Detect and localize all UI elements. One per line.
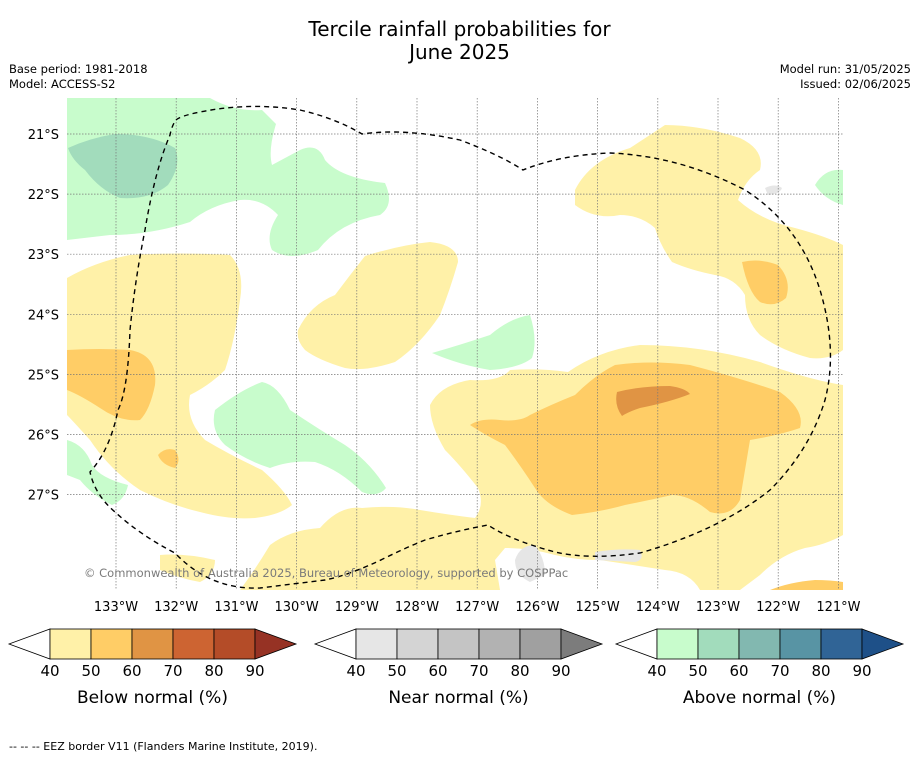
legend-swatch: [738, 628, 781, 660]
lat-label: 22°S: [28, 188, 59, 203]
legend-tick: 50: [81, 662, 100, 680]
legend-tick: 80: [204, 662, 223, 680]
lat-label: 24°S: [28, 308, 59, 323]
legend-tick: 60: [428, 662, 447, 680]
map-area: [67, 98, 843, 590]
lon-label: 133°W: [94, 600, 138, 615]
eez-footnote: -- -- -- EEZ border V11 (Flanders Marine…: [9, 740, 318, 753]
longitude-labels: 133°W 132°W 131°W 130°W 129°W 128°W 127°W 126°W…: [94, 600, 861, 615]
title-line-1: Tercile rainfall probabilities for: [308, 17, 611, 41]
legend-tick: 70: [770, 662, 789, 680]
legend-tick: 90: [245, 662, 264, 680]
legend-swatch: [779, 628, 822, 660]
below-normal-50-region-dot: [158, 449, 179, 468]
legend-label: Below normal (%): [77, 688, 228, 708]
lon-label: 127°W: [455, 600, 499, 615]
model-name: Model: ACCESS-S2: [9, 77, 116, 91]
base-period: Base period: 1981-2018: [9, 62, 148, 76]
legend-0: 40 50 60 70 80 90 Below normal (%): [7, 628, 298, 708]
below-normal-50-region-east: [742, 260, 788, 305]
legend-swatch: [820, 628, 863, 660]
legend-extend-left: [7, 628, 51, 660]
above-normal-region-50-nw: [68, 134, 178, 199]
map-figure: © Commonwealth of Australia 2025, Bureau…: [7, 98, 905, 708]
legend-tick: 80: [510, 662, 529, 680]
copyright-text: © Commonwealth of Australia 2025, Bureau…: [84, 566, 568, 580]
lon-label: 130°W: [275, 600, 319, 615]
lat-label: 26°S: [28, 429, 59, 444]
legend-tick: 60: [122, 662, 141, 680]
legend-swatch: [355, 628, 398, 660]
below-normal-50-region-west: [67, 349, 156, 421]
legend-swatch: [49, 628, 92, 660]
legend-label: Near normal (%): [388, 688, 528, 708]
below-normal-region-west: [67, 253, 292, 519]
legend-tick: 60: [729, 662, 748, 680]
legend-swatch: [90, 628, 133, 660]
legend-tick: 70: [469, 662, 488, 680]
below-normal-region-se-edge: [770, 580, 843, 590]
above-normal-region-sw: [67, 440, 128, 505]
legend-tick: 90: [852, 662, 871, 680]
gridlines: [67, 98, 843, 590]
legend-1: 40 50 60 70 80 90 Near normal (%): [313, 628, 604, 708]
legend-tick: 40: [346, 662, 365, 680]
legend-extend-right: [560, 628, 604, 660]
lon-label: 122°W: [756, 600, 800, 615]
lon-label: 125°W: [576, 600, 620, 615]
lon-label: 128°W: [395, 600, 439, 615]
legend-swatch: [478, 628, 521, 660]
legend-swatch: [697, 628, 740, 660]
map-title: Tercile rainfall probabilities for June …: [0, 18, 919, 64]
legend-tick: 40: [40, 662, 59, 680]
legend-extend-left: [313, 628, 357, 660]
lon-label: 129°W: [335, 600, 379, 615]
lon-label: 131°W: [214, 600, 258, 615]
legend-tick: 80: [811, 662, 830, 680]
legend-tick: 90: [551, 662, 570, 680]
legend-extend-left: [614, 628, 658, 660]
above-normal-region-west: [213, 382, 386, 495]
legend-tick: 50: [387, 662, 406, 680]
legend-extend-right: [861, 628, 905, 660]
lat-label: 21°S: [28, 128, 59, 143]
meta-right: Model run: 31/05/2025 Issued: 02/06/2025: [780, 62, 911, 92]
above-normal-region-center: [432, 315, 535, 370]
legend-2: 40 50 60 70 80 90 Above normal (%): [614, 628, 905, 708]
legend-swatch: [656, 628, 699, 660]
lon-label: 132°W: [154, 600, 198, 615]
legend-swatch: [437, 628, 480, 660]
below-normal-60-region: [616, 386, 690, 416]
lat-label: 27°S: [28, 489, 59, 504]
legend-tick: 40: [647, 662, 666, 680]
legend-swatch: [213, 628, 256, 660]
legend-tick: 50: [688, 662, 707, 680]
lat-label: 23°S: [28, 248, 59, 263]
latitude-labels: 21°S 22°S 23°S 24°S 25°S 26°S 27°S: [28, 128, 59, 504]
legend-swatch: [519, 628, 562, 660]
colorbar-legends: 40 50 60 70 80 90 Below normal (%) 40 50 60 70 80 90…: [7, 628, 905, 708]
near-normal-region-ne: [765, 185, 782, 195]
lon-label: 123°W: [696, 600, 740, 615]
legend-swatch: [172, 628, 215, 660]
legend-swatch: [131, 628, 174, 660]
lon-label: 126°W: [515, 600, 559, 615]
lat-label: 25°S: [28, 368, 59, 383]
title-line-2: June 2025: [409, 40, 510, 64]
legend-label: Above normal (%): [683, 688, 836, 708]
above-normal-region-ne: [815, 169, 843, 205]
below-normal-region-sw-edge: [160, 554, 215, 582]
lon-label: 124°W: [636, 600, 680, 615]
issued-date: Issued: 02/06/2025: [800, 77, 911, 91]
lon-label: 121°W: [816, 600, 860, 615]
legend-extend-right: [254, 628, 298, 660]
near-normal-region-south-2: [595, 549, 642, 562]
legend-tick: 70: [163, 662, 182, 680]
below-normal-region-center: [297, 242, 458, 370]
meta-left: Base period: 1981-2018 Model: ACCESS-S2: [9, 62, 148, 92]
legend-swatch: [396, 628, 439, 660]
model-run: Model run: 31/05/2025: [779, 62, 911, 76]
